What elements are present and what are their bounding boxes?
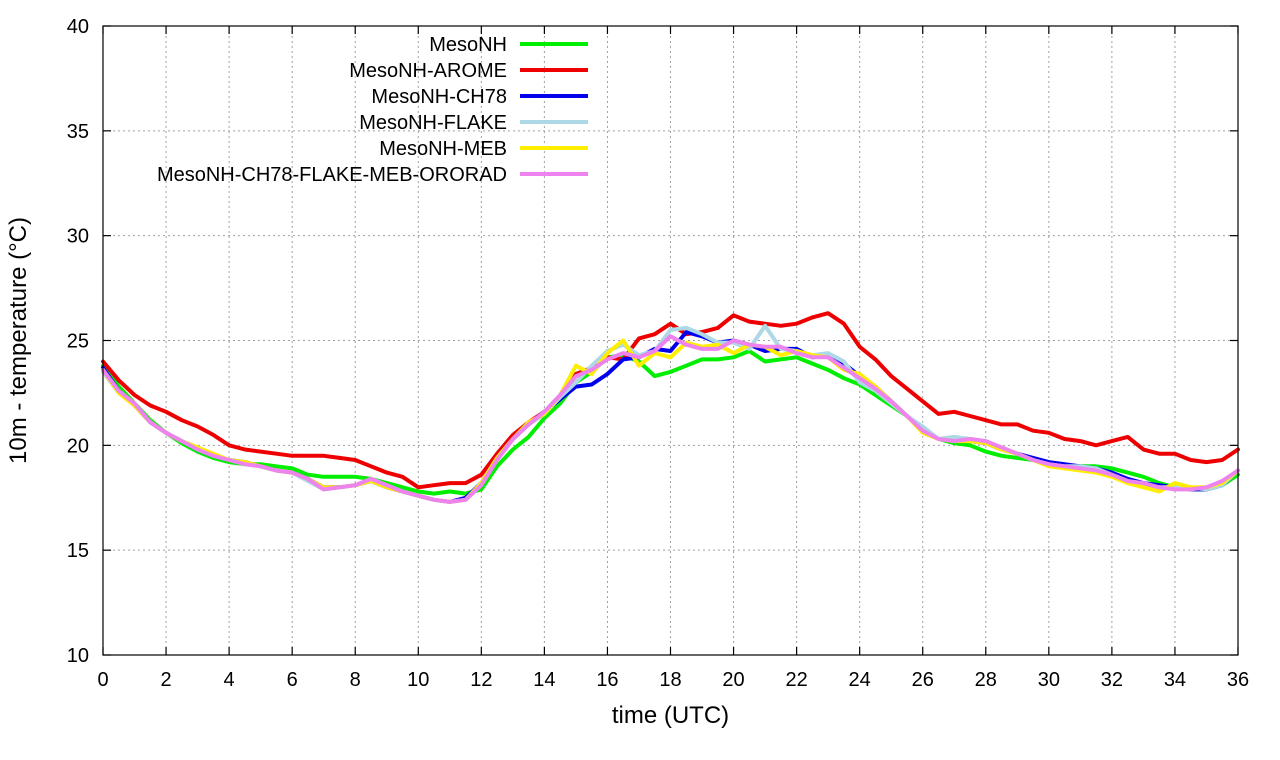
x-axis-label: time (UTC) <box>612 702 729 729</box>
y-tick-label: 20 <box>67 435 89 457</box>
y-axis-label: 10m - temperature (°C) <box>5 217 32 464</box>
x-tick-label: 22 <box>785 669 807 691</box>
legend: MesoNH MesoNH-AROME MesoNH-CH78 MesoNH-FLAK… <box>157 34 588 186</box>
x-tick-label: 12 <box>470 669 492 691</box>
y-tick-label: 40 <box>67 16 89 38</box>
legend-label: MesoNH <box>429 34 507 56</box>
x-tick-label: 10 <box>407 669 429 691</box>
x-tick-label: 30 <box>1038 669 1060 691</box>
y-tick-label: 10 <box>67 645 89 667</box>
x-tick-label: 6 <box>287 669 298 691</box>
x-tick-label: 34 <box>1164 669 1186 691</box>
legend-label: MesoNH-AROME <box>349 60 507 82</box>
series-lines <box>101 311 1240 504</box>
y-tick-label: 30 <box>67 226 89 248</box>
x-tick-label: 8 <box>350 669 361 691</box>
x-tick-label: 36 <box>1227 669 1249 691</box>
x-tick-label: 20 <box>722 669 744 691</box>
x-tick-label: 28 <box>975 669 997 691</box>
x-tick-label: 14 <box>533 669 555 691</box>
x-tick-label: 24 <box>849 669 871 691</box>
legend-label: MesoNH-CH78-FLAKE-MEB-ORORAD <box>157 164 507 186</box>
x-tick-label: 16 <box>596 669 618 691</box>
series-line-mesonh-ch78-flake-meb-ororad <box>101 334 1240 504</box>
series-line-mesonh-arome <box>101 311 1240 490</box>
grid <box>103 26 1238 655</box>
x-tick-label: 32 <box>1101 669 1123 691</box>
x-tick-label: 26 <box>912 669 934 691</box>
x-tick-label: 2 <box>160 669 171 691</box>
legend-label: MesoNH-CH78 <box>371 86 507 108</box>
y-tick-label: 35 <box>67 121 89 143</box>
y-tick-label: 15 <box>67 540 89 562</box>
legend-label: MesoNH-MEB <box>379 138 507 160</box>
y-tick-label: 25 <box>67 331 89 353</box>
axis-ticks: 0 2 4 6 8 10 12 14 16 18 20 22 24 26 28 30 32 34 361015202… <box>67 16 1249 691</box>
x-tick-label: 0 <box>97 669 108 691</box>
legend-label: MesoNH-FLAKE <box>359 112 507 134</box>
x-tick-label: 4 <box>224 669 235 691</box>
x-tick-label: 18 <box>659 669 681 691</box>
